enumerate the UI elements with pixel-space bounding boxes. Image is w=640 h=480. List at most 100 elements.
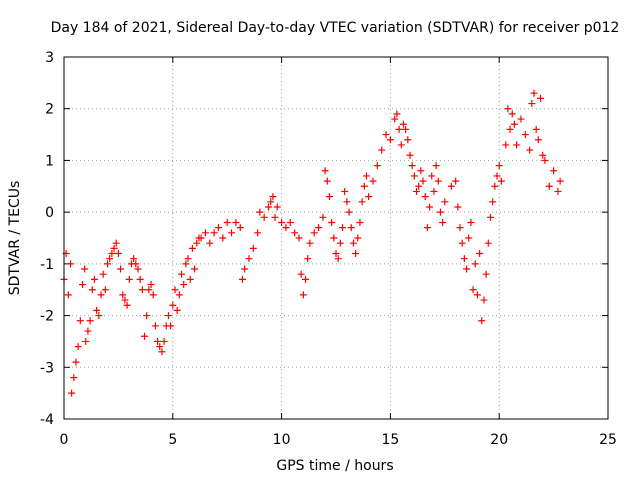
data-point	[362, 172, 370, 180]
data-point	[114, 250, 122, 258]
data-point	[125, 275, 133, 283]
data-point	[556, 177, 564, 185]
data-point	[452, 177, 460, 185]
data-point	[282, 224, 290, 232]
data-point	[82, 337, 90, 345]
data-point	[426, 203, 434, 211]
data-point	[95, 312, 103, 320]
data-point	[408, 162, 416, 170]
data-point	[402, 125, 410, 133]
data-point	[236, 224, 244, 232]
data-point	[249, 244, 257, 252]
data-point	[419, 177, 427, 185]
data-point	[545, 182, 553, 190]
data-point	[99, 270, 107, 278]
data-point	[413, 187, 421, 195]
data-point	[506, 125, 514, 133]
data-point	[406, 151, 414, 159]
data-point	[537, 94, 545, 102]
data-point	[278, 218, 286, 226]
x-tick-label: 10	[273, 432, 291, 448]
data-point	[138, 286, 146, 294]
data-point	[441, 198, 449, 206]
data-point	[184, 255, 192, 263]
data-point	[550, 167, 558, 175]
data-point	[430, 187, 438, 195]
data-point	[68, 389, 76, 397]
data-point	[495, 162, 503, 170]
data-point	[356, 218, 364, 226]
data-point	[180, 281, 188, 289]
data-point	[201, 229, 209, 237]
data-point	[530, 89, 538, 97]
data-point	[397, 141, 405, 149]
data-point	[373, 162, 381, 170]
data-point	[323, 177, 331, 185]
data-point	[493, 172, 501, 180]
data-point	[460, 255, 468, 263]
data-point	[291, 229, 299, 237]
data-point	[145, 286, 153, 294]
data-point	[352, 250, 360, 258]
data-point	[167, 322, 175, 330]
data-point	[191, 265, 199, 273]
data-point	[393, 110, 401, 118]
data-point	[223, 218, 231, 226]
data-point	[156, 343, 164, 351]
data-point	[391, 115, 399, 123]
chart-title: Day 184 of 2021, Sidereal Day-to-day VTE…	[51, 20, 620, 36]
y-tick-label: -3	[40, 360, 54, 376]
data-point	[554, 187, 562, 195]
data-point	[486, 213, 494, 221]
data-point	[232, 218, 240, 226]
data-point	[110, 244, 118, 252]
data-point	[476, 250, 484, 258]
x-axis-label: GPS time / hours	[276, 458, 393, 474]
data-point	[310, 229, 318, 237]
data-point	[160, 337, 168, 345]
data-point	[456, 224, 464, 232]
data-point	[67, 260, 75, 268]
data-point	[480, 296, 488, 304]
data-point	[513, 141, 521, 149]
data-point	[436, 208, 444, 216]
y-tick-label: 2	[45, 102, 54, 118]
data-point	[175, 291, 183, 299]
data-point	[76, 317, 84, 325]
data-point	[245, 255, 253, 263]
y-tick-label: 3	[45, 50, 54, 66]
data-point	[143, 312, 151, 320]
data-point	[265, 203, 273, 211]
data-point	[423, 224, 431, 232]
data-point	[378, 146, 386, 154]
data-point	[539, 151, 547, 159]
data-points	[60, 89, 564, 397]
data-point	[349, 239, 357, 247]
data-point	[81, 265, 89, 273]
data-point	[210, 229, 218, 237]
grid	[64, 57, 608, 419]
data-point	[295, 234, 303, 242]
data-point	[482, 270, 490, 278]
data-point	[299, 291, 307, 299]
data-point	[502, 141, 510, 149]
data-point	[241, 265, 249, 273]
data-point	[471, 260, 479, 268]
data-point	[173, 306, 181, 314]
y-tick-label: -1	[40, 257, 54, 273]
data-point	[78, 281, 86, 289]
data-point	[136, 275, 144, 283]
data-point	[321, 167, 329, 175]
data-point	[315, 224, 323, 232]
data-point	[360, 182, 368, 190]
x-tick-label: 20	[490, 432, 508, 448]
data-point	[532, 125, 540, 133]
data-point	[97, 291, 105, 299]
data-point	[336, 239, 344, 247]
data-point	[330, 234, 338, 242]
data-point	[271, 213, 279, 221]
data-point	[478, 317, 486, 325]
data-point	[369, 177, 377, 185]
data-point	[395, 125, 403, 133]
